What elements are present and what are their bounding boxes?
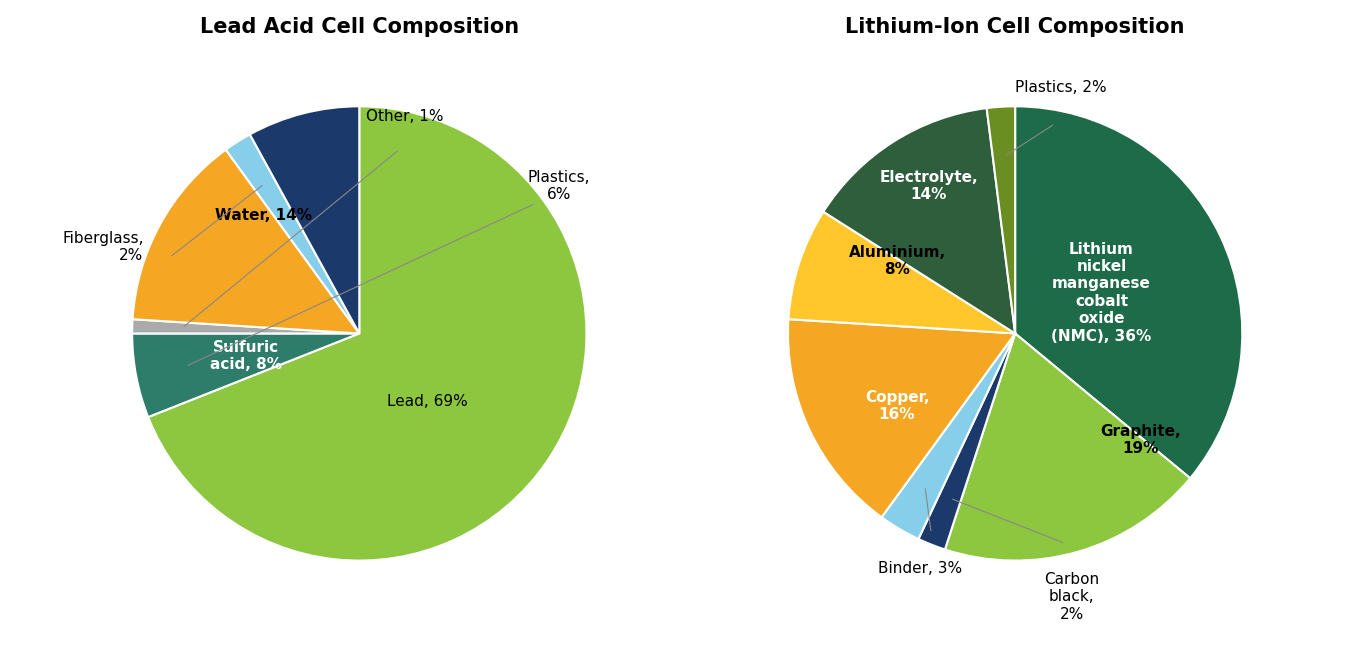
Wedge shape (945, 333, 1191, 561)
Text: Copper,
16%: Copper, 16% (865, 390, 929, 422)
Wedge shape (148, 107, 586, 561)
Wedge shape (788, 319, 1015, 517)
Text: Lead, 69%: Lead, 69% (387, 394, 468, 409)
Text: Fiberglass,
2%: Fiberglass, 2% (62, 231, 143, 264)
Wedge shape (132, 333, 359, 417)
Text: Plastics, 2%: Plastics, 2% (1015, 80, 1107, 95)
Wedge shape (132, 319, 359, 333)
Wedge shape (987, 107, 1015, 333)
Text: Lithium
nickel
manganese
cobalt
oxide
(NMC), 36%: Lithium nickel manganese cobalt oxide (N… (1052, 242, 1152, 344)
Title: Lead Acid Cell Composition: Lead Acid Cell Composition (200, 17, 518, 37)
Text: Binder, 3%: Binder, 3% (878, 561, 961, 576)
Wedge shape (250, 107, 359, 333)
Wedge shape (1015, 107, 1242, 478)
Text: Other, 1%: Other, 1% (366, 109, 444, 125)
Wedge shape (132, 150, 359, 333)
Wedge shape (788, 212, 1015, 333)
Wedge shape (225, 134, 359, 333)
Text: Water, 14%: Water, 14% (216, 208, 312, 223)
Title: Lithium-Ion Cell Composition: Lithium-Ion Cell Composition (845, 17, 1185, 37)
Text: Aluminium,
8%: Aluminium, 8% (848, 245, 945, 277)
Wedge shape (824, 108, 1015, 333)
Text: Carbon
black,
2%: Carbon black, 2% (1045, 572, 1099, 621)
Text: Electrolyte,
14%: Electrolyte, 14% (879, 170, 979, 202)
Text: Sulfuric
acid, 8%: Sulfuric acid, 8% (209, 340, 282, 372)
Wedge shape (918, 333, 1015, 550)
Wedge shape (882, 333, 1015, 539)
Text: Plastics,
6%: Plastics, 6% (528, 170, 590, 202)
Text: Graphite,
19%: Graphite, 19% (1100, 424, 1180, 457)
